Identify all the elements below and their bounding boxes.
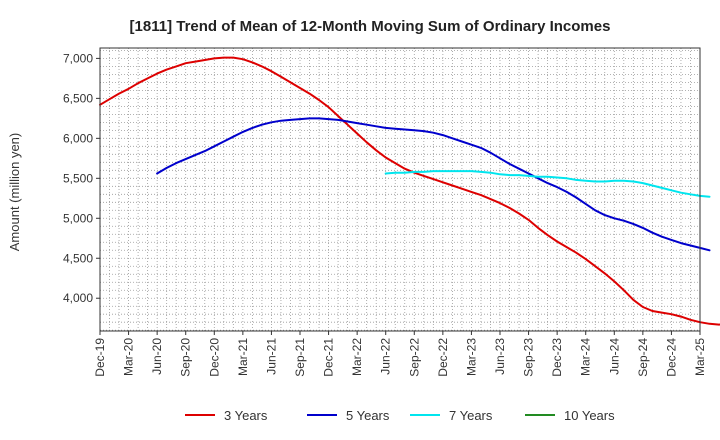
x-tick-label: Sep-22 (407, 338, 421, 377)
x-tick-label: Jun-23 (493, 338, 507, 375)
x-tick-label: Jun-24 (607, 338, 621, 375)
x-tick-label: Jun-21 (264, 338, 278, 375)
x-tick-label: Mar-22 (350, 338, 364, 376)
x-tick-label: Dec-23 (550, 338, 564, 377)
x-tick-label: Mar-24 (579, 338, 593, 376)
y-tick-label: 4,500 (63, 251, 93, 265)
x-tick-label: Mar-25 (693, 338, 707, 376)
legend-label-10-years: 10 Years (564, 408, 615, 423)
series-line-5-years (156, 117, 711, 252)
x-tick-label: Jun-22 (379, 338, 393, 375)
y-axis-label: Amount (million yen) (7, 133, 22, 252)
x-tick-label: Dec-24 (664, 338, 678, 377)
x-tick-label: Dec-19 (93, 338, 107, 377)
y-tick-label: 6,000 (63, 131, 93, 145)
legend-label-3-years: 3 Years (224, 408, 268, 423)
x-tick-label: Mar-23 (464, 338, 478, 376)
plot-frame (99, 47, 701, 332)
series-line-3-years (99, 56, 720, 326)
x-tick-label: Sep-23 (522, 338, 536, 377)
y-tick-label: 5,500 (63, 171, 93, 185)
x-tick-label: Dec-22 (436, 338, 450, 377)
grid (100, 48, 700, 331)
x-tick-label: Sep-20 (179, 338, 193, 377)
legend: 3 Years 5 Years 7 Years 10 Years (185, 408, 615, 423)
y-tick-label: 5,000 (63, 211, 93, 225)
legend-label-7-years: 7 Years (449, 408, 493, 423)
series-lines (99, 56, 720, 326)
x-tick-label: Mar-20 (122, 338, 136, 376)
x-tick-label: Dec-20 (207, 338, 221, 377)
y-tick-label: 6,500 (63, 91, 93, 105)
x-tick-label: Sep-21 (293, 338, 307, 377)
chart-title: [1811] Trend of Mean of 12-Month Moving … (130, 18, 611, 35)
axes: 4,000 4,500 5,000 5,500 6,000 6,500 7,000 Dec-1… (63, 51, 707, 376)
legend-label-5-years: 5 Years (346, 408, 390, 423)
series-line-7-years (384, 170, 711, 198)
y-tick-label: 4,000 (63, 291, 93, 305)
x-tick-label: Sep-24 (636, 338, 650, 377)
y-tick-label: 7,000 (63, 51, 93, 65)
x-tick-label: Dec-21 (322, 338, 336, 377)
x-tick-label: Jun-20 (150, 338, 164, 375)
x-tick-label: Mar-21 (236, 338, 250, 376)
